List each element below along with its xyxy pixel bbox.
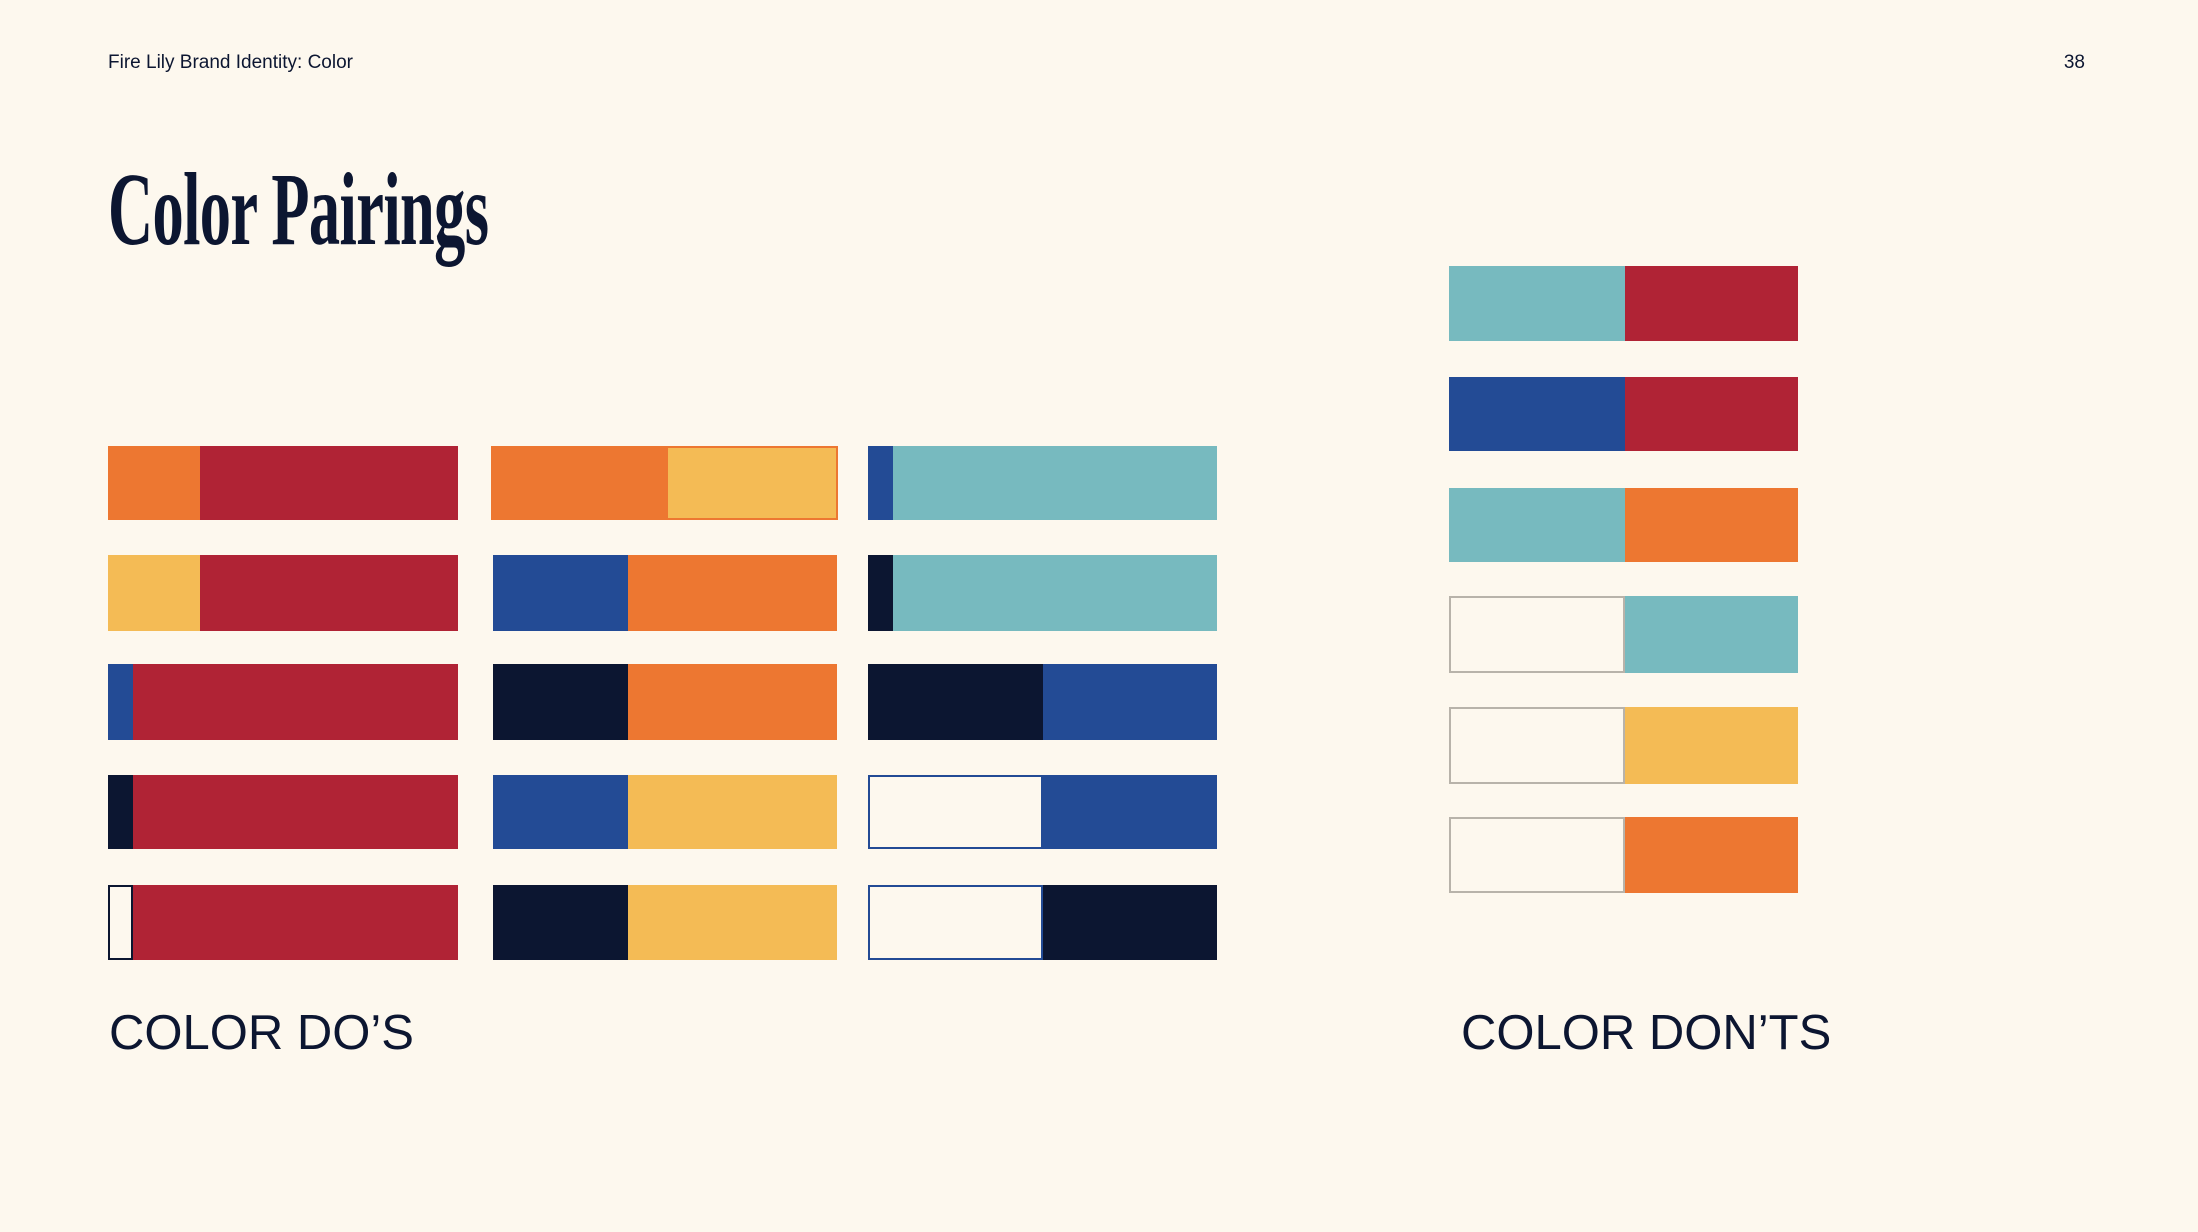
color-swatch [493,775,628,850]
color-swatch [1624,595,1799,673]
color-swatch [1449,377,1625,452]
color-swatch [493,884,628,961]
color-swatch [1449,266,1625,341]
color-swatch [107,445,201,521]
color-swatch [133,884,459,961]
color-swatch [867,884,1043,961]
color-swatch [867,664,1043,741]
color-swatch [133,664,459,741]
color-swatch [1449,706,1625,784]
color-swatch [628,775,837,850]
color-swatch [493,664,628,741]
color-swatch [107,775,134,850]
page-number: 38 [2063,52,2085,73]
color-swatch [867,775,1043,850]
color-swatch [665,445,839,521]
color-swatch [867,445,893,521]
color-swatch [892,445,1217,521]
section-label: COLOR DO’S [109,1006,414,1060]
color-swatch [628,555,837,631]
color-swatch [107,664,134,741]
slide-title: Color Pairings [108,152,489,267]
color-swatch [628,884,837,961]
color-swatch [1042,775,1217,850]
color-swatch [200,555,459,631]
color-swatch [867,555,893,631]
color-swatch [1624,377,1799,452]
color-swatch [1624,817,1799,893]
color-swatch [107,555,201,631]
color-swatch [1624,706,1799,784]
color-swatch [1449,595,1625,673]
color-swatch [1042,884,1217,961]
color-swatch [628,664,837,741]
color-swatch [1449,817,1625,893]
color-swatch [892,555,1217,631]
color-swatch [1624,266,1799,341]
color-swatch [200,445,459,521]
color-swatch [490,445,666,521]
color-swatch [1042,664,1217,741]
color-swatch [493,555,628,631]
color-swatch [1624,487,1799,563]
section-label: COLOR DON’TS [1461,1006,1832,1060]
header-title: Fire Lily Brand Identity: Color [108,52,353,73]
color-swatch [133,775,459,850]
color-swatch [1449,487,1625,563]
color-swatch [107,884,134,961]
